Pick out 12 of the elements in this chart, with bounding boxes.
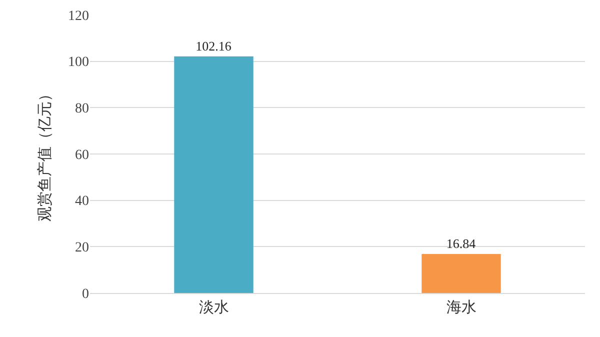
y-tick-label: 20 [75,240,89,256]
y-axis-title: 观赏鱼产值（亿元） [35,86,54,222]
y-tick-label: 100 [68,55,89,70]
y-tick-label: 60 [75,148,89,163]
y-tick-label: 80 [75,102,89,117]
y-tick-label: 0 [82,286,89,302]
data-label: 16.84 [446,236,476,251]
x-tick-label: 淡水 [198,299,229,316]
data-label: 102.16 [196,38,232,54]
y-tick-label: 40 [75,194,89,210]
x-tick-label: 海水 [446,299,476,316]
y-tick-label: 120 [68,8,89,24]
